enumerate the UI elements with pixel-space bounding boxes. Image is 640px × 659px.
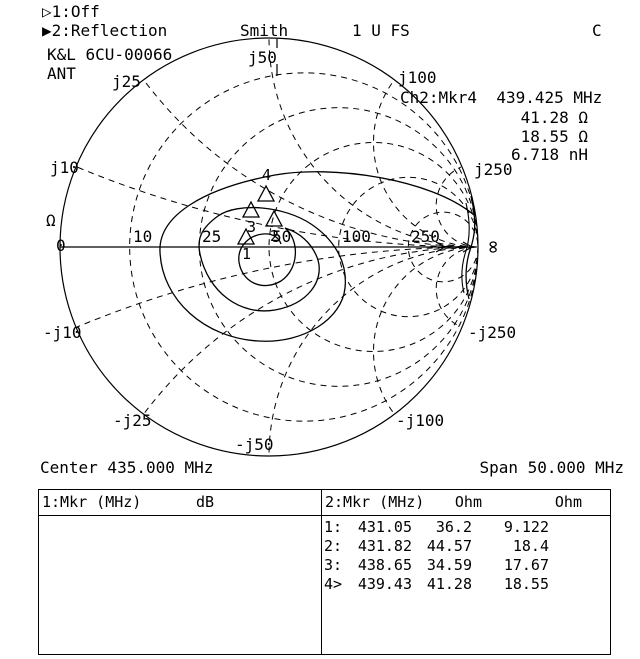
row2-ohm2: 18.4 [512,537,549,555]
device-title-line2: ANT [47,64,76,83]
axis-unit-label: Ω [46,211,56,230]
marker-resistance-readout: 41.28 Ω [520,108,588,127]
reactance-label-neg-j10: -j10 [43,323,82,342]
reactance-label-neg-j50: -j50 [235,435,274,454]
marker-2-number: 2 [270,227,279,245]
ch2-table-title: 2:Mkr (MHz) [325,493,425,511]
row4-marker: 4> [324,575,343,593]
reactance-label-neg-j25: -j25 [113,411,152,430]
trace-band-edge [461,202,470,294]
row4-freq: 439.43 [357,575,412,593]
channel2-indicator-icon: ▶ [42,21,52,40]
grid-reactance-arc [61,39,477,248]
row3-ohm1: 34.59 [426,556,472,574]
channel1-state: ▷1:Off [42,4,100,20]
marker-table-divider [321,490,322,654]
row3-freq: 438.65 [357,556,412,574]
row2-freq: 431.82 [357,537,412,555]
row1-ohm1: 36.2 [435,518,472,536]
reactance-label-j10: j10 [50,158,79,177]
row2-marker: 2: [324,537,343,555]
channel2-label: 2:Reflection [51,21,168,40]
row4-ohm2: 18.55 [503,575,549,593]
resistance-label-50: 50 [272,227,292,246]
ch2-table-unit2: Ohm [554,493,582,511]
marker-reactance-readout: 18.55 Ω [520,127,588,146]
reactance-label-neg-j100: -j100 [396,411,445,430]
channel1-label: 1:Off [51,2,100,21]
row1-marker: 1: [324,518,343,536]
center-frequency-label: Center 435.000 MHz [40,458,214,477]
axis-arrowhead [435,241,447,253]
row3-ohm2: 17.67 [503,556,549,574]
marker-table-header-rule [39,515,610,516]
reactance-label-j25: j25 [112,72,141,91]
reactance-label-neg-j250: -j250 [468,323,517,342]
axis-infinity-label: ∞ [482,240,507,254]
reflection-trace [159,171,475,342]
grid-reactance-arc [61,39,477,248]
axis-zero-label: 0 [56,236,66,255]
resistance-label-250: 250 [411,227,440,246]
marker-1-triangle [236,227,256,245]
device-title-line1: K&L 6CU-00066 [47,45,173,64]
marker-1-number: 1 [242,245,251,263]
format-label: Smith [240,21,289,40]
marker-4-triangle [256,184,276,202]
row3-marker: 3: [324,556,343,574]
marker-3-number: 3 [247,218,256,236]
ch2-table-unit1: Ohm [454,493,482,511]
row1-ohm2: 9.122 [503,518,549,536]
channel2-state: ▶2:Reflection [42,23,167,39]
resistance-label-100: 100 [342,227,371,246]
ch1-table-title: 1:Mkr (MHz) [42,493,142,511]
span-frequency-label: Span 50.000 MHz [479,458,625,477]
row1-freq: 431.05 [357,518,412,536]
reactance-label-j250: j250 [474,160,513,179]
marker-table: 1:Mkr (MHz) dB 2:Mkr (MHz) Ohm Ohm 1: 43… [38,489,611,655]
ch1-table-unit: dB [196,493,215,511]
channel1-indicator-icon: ▷ [42,2,52,21]
reactance-label-j50: j50 [248,48,277,67]
row2-ohm1: 44.57 [426,537,472,555]
marker-inductance-readout: 6.718 nH [510,145,588,164]
correction-status-flag: C [592,21,602,40]
resistance-label-25: 25 [202,227,222,246]
resistance-label-10: 10 [133,227,153,246]
marker-3-triangle [241,200,261,218]
marker-4-number: 4 [262,166,271,184]
marker-2-triangle [264,209,284,227]
grid-reactance-arc [268,39,477,248]
row4-ohm1: 41.28 [426,575,472,593]
reactance-label-j100: j100 [398,68,437,87]
scale-label: 1 U FS [352,21,410,40]
trace-band-edge [465,195,476,300]
